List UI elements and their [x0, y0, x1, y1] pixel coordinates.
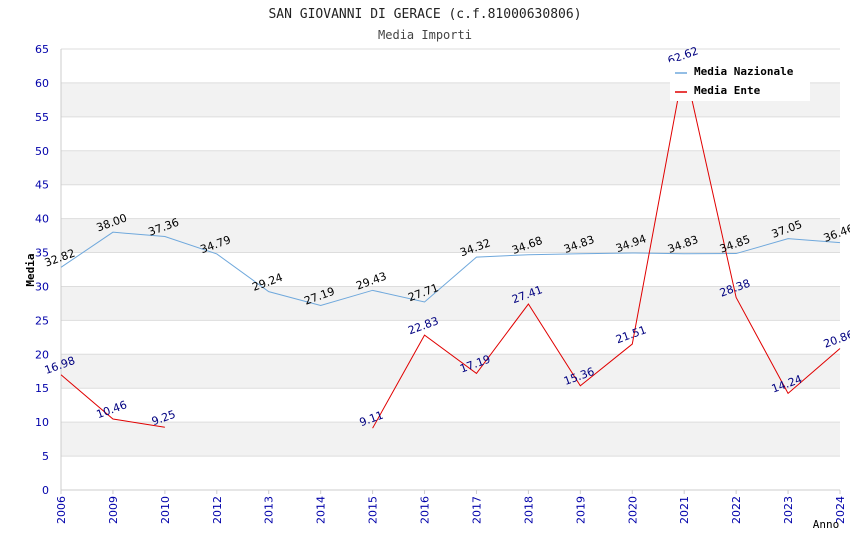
y-tick-label: 45 [35, 179, 49, 192]
y-tick-label: 55 [35, 111, 49, 124]
x-tick-label: 2013 [263, 496, 276, 524]
x-tick-label: 2022 [730, 496, 743, 524]
x-axis-label: Anno [813, 518, 840, 531]
y-axis-ticks: 0 5 10 15 20 25 30 35 40 45 50 55 60 65 [35, 43, 49, 497]
axes [60, 49, 840, 491]
y-tick-label: 40 [35, 213, 49, 226]
y-tick-label: 25 [35, 314, 49, 327]
x-tick-label: 2024 [834, 496, 847, 524]
x-tick-label: 2012 [211, 496, 224, 524]
y-tick-label: 5 [42, 450, 49, 463]
x-tick-label: 2014 [315, 496, 328, 524]
chart-subtitle: Media Importi [378, 28, 472, 42]
x-tick-label: 2017 [470, 496, 483, 524]
x-tick-label: 2010 [159, 496, 172, 524]
grid-band [61, 422, 840, 457]
x-tick-label: 2015 [367, 496, 380, 524]
data-label: 21.51 [614, 323, 648, 346]
legend-label-ente: Media Ente [694, 84, 761, 97]
y-tick-label: 20 [35, 348, 49, 361]
x-tick-label: 2023 [782, 496, 795, 524]
legend-box [670, 61, 810, 101]
series-line-nazionale [60, 231, 841, 307]
chart-title: SAN GIOVANNI DI GERACE (c.f.81000630806) [268, 7, 581, 22]
x-tick-label: 2021 [678, 496, 691, 524]
series-lines [60, 65, 841, 429]
y-axis-label: Media [24, 253, 37, 286]
y-tick-label: 15 [35, 382, 49, 395]
legend: Media Nazionale Media Ente [670, 61, 810, 101]
series-line-ente [372, 65, 841, 429]
y-tick-label: 0 [42, 484, 49, 497]
grid-band [61, 286, 840, 321]
x-tick-label: 2016 [419, 496, 432, 524]
x-tick-label: 2019 [574, 496, 587, 524]
grid-band [61, 150, 840, 185]
y-tick-label: 30 [35, 280, 49, 293]
y-tick-label: 60 [35, 77, 49, 90]
x-tick-label: 2009 [107, 496, 120, 524]
y-tick-label: 10 [35, 416, 49, 429]
x-axis-ticks: 2006 2009 2010 2012 2013 2014 2015 2016 2017 2018… [55, 490, 847, 524]
y-tick-label: 35 [35, 247, 49, 260]
data-label: 20.86 [822, 328, 850, 351]
x-tick-label: 2018 [522, 496, 535, 524]
grid-bands [61, 82, 840, 457]
y-tick-label: 65 [35, 43, 49, 56]
x-tick-label: 2020 [626, 496, 639, 524]
grid-band [61, 354, 840, 389]
legend-label-nazionale: Media Nazionale [694, 65, 794, 78]
y-tick-label: 50 [35, 145, 49, 158]
x-tick-label: 2006 [55, 496, 68, 524]
grid-band [61, 218, 840, 253]
series-line-ente [60, 374, 165, 428]
